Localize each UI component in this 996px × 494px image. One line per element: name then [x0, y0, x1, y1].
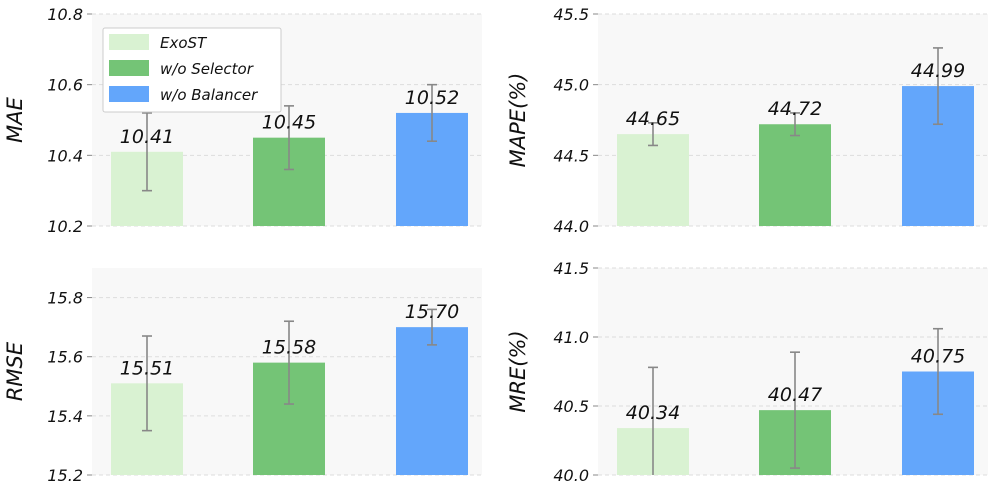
y-tick-label: 15.2 — [47, 466, 83, 485]
y-tick-label: 15.4 — [47, 407, 83, 426]
legend-swatch-1 — [109, 34, 149, 50]
y-tick-label: 45.0 — [553, 76, 589, 95]
y-axis-label: MRE(%) — [506, 330, 530, 412]
legend-entry-label: w/o Selector — [160, 60, 254, 78]
bar-value-label: 40.47 — [768, 384, 822, 406]
y-tick-label: 41.5 — [553, 259, 589, 278]
y-tick-label: 44.0 — [553, 217, 589, 236]
bar-value-label: 40.75 — [911, 346, 965, 368]
y-axis-label: RMSE — [3, 341, 27, 401]
y-tick-label: 44.5 — [553, 146, 589, 165]
bar-value-label: 10.45 — [262, 112, 316, 134]
y-axis-label: MAPE(%) — [506, 73, 530, 168]
legend: ExoST w/o Selector w/o Balancer — [102, 27, 282, 113]
bar-value-label: 44.65 — [626, 108, 680, 130]
bar-value-label: 15.58 — [262, 337, 316, 359]
y-tick-label: 10.4 — [47, 146, 83, 165]
bar-value-label: 44.72 — [768, 98, 822, 120]
y-tick-label: 10.2 — [47, 217, 83, 236]
bar-value-label: 15.51 — [120, 357, 174, 379]
y-tick-label: 15.6 — [47, 348, 83, 367]
bar-value-label: 15.70 — [405, 301, 459, 323]
y-tick-label: 45.5 — [553, 5, 589, 24]
chart-panel-4: 40.0 40.5 41.0 41.5 MRE(%) 40.34 40.47 40.75 — [506, 259, 988, 485]
y-tick-label: 10.6 — [47, 76, 83, 95]
chart-panel-3: 15.2 15.4 15.6 15.8 RMSE 15.51 15.58 15.70 — [3, 268, 482, 485]
y-tick-label: 40.0 — [553, 466, 589, 485]
bar-value-label: 44.99 — [911, 60, 965, 82]
legend-entry-label: ExoST — [160, 34, 208, 52]
bar-1 — [617, 134, 689, 226]
bar-value-label: 40.34 — [626, 402, 680, 424]
chart-panel-2: 44.0 44.5 45.0 45.5 MAPE(%) 44.65 44.72 44.99 — [506, 5, 988, 236]
bar-3 — [396, 327, 468, 475]
bar-value-label: 10.41 — [120, 126, 174, 148]
legend-entry-label: w/o Balancer — [160, 86, 258, 104]
chart-panel-1: 10.2 10.4 10.6 10.8 MAE 10.41 10.45 10.52 — [3, 5, 482, 236]
y-tick-label: 40.5 — [553, 397, 589, 416]
bar-value-label: 10.52 — [405, 87, 459, 109]
y-tick-label: 15.8 — [47, 289, 83, 308]
y-tick-label: 10.8 — [47, 5, 83, 24]
y-axis-label: MAE — [3, 96, 27, 142]
legend-swatch-3 — [109, 86, 149, 102]
y-tick-label: 41.0 — [553, 328, 589, 347]
bar-2 — [759, 124, 831, 226]
legend-swatch-2 — [109, 60, 149, 76]
